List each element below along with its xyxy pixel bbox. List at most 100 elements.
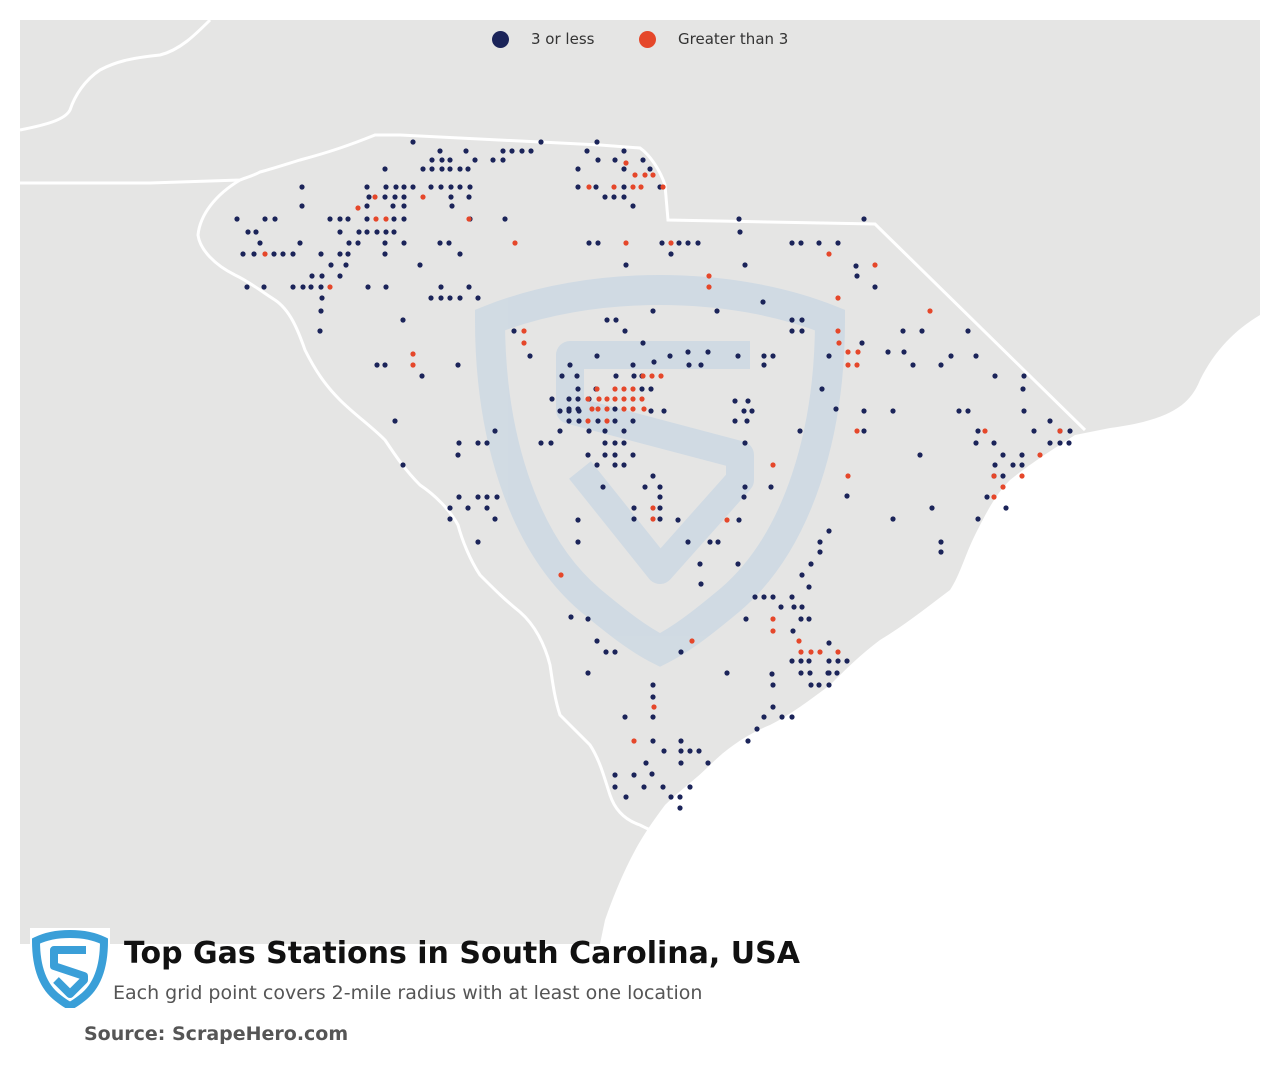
grid-point-low bbox=[705, 349, 711, 355]
grid-point-low bbox=[466, 194, 472, 200]
grid-point-low bbox=[732, 398, 738, 404]
grid-point-low bbox=[475, 440, 481, 446]
grid-point-low bbox=[742, 484, 748, 490]
grid-point-low bbox=[392, 194, 398, 200]
grid-point-low bbox=[575, 517, 581, 523]
grid-point-low bbox=[872, 284, 878, 290]
grid-point-low bbox=[676, 240, 682, 246]
grid-point-low bbox=[492, 516, 498, 522]
grid-point-low bbox=[696, 748, 702, 754]
grid-point-low bbox=[318, 284, 324, 290]
grid-point-low bbox=[657, 494, 663, 500]
grid-point-high bbox=[521, 328, 527, 334]
grid-point-low bbox=[456, 494, 462, 500]
grid-point-low bbox=[648, 408, 654, 414]
grid-point-high bbox=[630, 386, 636, 392]
grid-point-low bbox=[428, 295, 434, 301]
grid-point-low bbox=[280, 251, 286, 257]
legend-dot-high bbox=[639, 30, 656, 48]
grid-point-high bbox=[770, 628, 776, 634]
legend-dot-low bbox=[492, 30, 509, 48]
grid-point-low bbox=[948, 353, 954, 359]
grid-point-high bbox=[623, 240, 629, 246]
grid-point-high bbox=[630, 396, 636, 402]
grid-point-high bbox=[650, 172, 656, 178]
grid-point-high bbox=[611, 184, 617, 190]
grid-point-low bbox=[484, 505, 490, 511]
grid-point-low bbox=[648, 386, 654, 392]
grid-point-low bbox=[657, 516, 663, 522]
grid-point-low bbox=[742, 262, 748, 268]
grid-point-low bbox=[602, 428, 608, 434]
grid-point-low bbox=[760, 299, 766, 305]
grid-point-high bbox=[689, 638, 695, 644]
grid-point-low bbox=[640, 157, 646, 163]
grid-point-high bbox=[650, 516, 656, 522]
grid-point-low bbox=[799, 604, 805, 610]
grid-point-low bbox=[778, 604, 784, 610]
grid-point-low bbox=[650, 473, 656, 479]
grid-point-low bbox=[630, 362, 636, 368]
grid-point-low bbox=[789, 317, 795, 323]
grid-point-low bbox=[475, 494, 481, 500]
grid-point-high bbox=[817, 649, 823, 655]
grid-point-low bbox=[439, 166, 445, 172]
grid-point-high bbox=[373, 216, 379, 222]
grid-point-low bbox=[472, 157, 478, 163]
grid-point-high bbox=[991, 494, 997, 500]
grid-point-low bbox=[826, 640, 832, 646]
grid-point-low bbox=[678, 738, 684, 744]
grid-point-low bbox=[807, 670, 813, 676]
grid-point-high bbox=[770, 616, 776, 622]
grid-point-low bbox=[595, 240, 601, 246]
grid-point-low bbox=[919, 328, 925, 334]
grid-point-low bbox=[835, 658, 841, 664]
grid-point-low bbox=[707, 539, 713, 545]
grid-point-low bbox=[364, 229, 370, 235]
grid-point-low bbox=[613, 373, 619, 379]
grid-point-low bbox=[695, 240, 701, 246]
grid-point-low bbox=[975, 516, 981, 522]
grid-point-high bbox=[991, 473, 997, 479]
grid-point-high bbox=[558, 572, 564, 578]
grid-point-low bbox=[457, 251, 463, 257]
grid-point-high bbox=[642, 172, 648, 178]
grid-point-low bbox=[374, 362, 380, 368]
grid-point-high bbox=[410, 351, 416, 357]
grid-point-low bbox=[419, 373, 425, 379]
grid-point-low bbox=[467, 184, 473, 190]
grid-point-low bbox=[484, 440, 490, 446]
grid-point-low bbox=[456, 440, 462, 446]
grid-point-low bbox=[621, 148, 627, 154]
grid-point-low bbox=[575, 166, 581, 172]
grid-point-low bbox=[761, 594, 767, 600]
grid-point-low bbox=[612, 649, 618, 655]
source-label: Source: ScrapeHero.com bbox=[84, 1023, 349, 1045]
points-high-layer bbox=[262, 160, 1063, 744]
grid-point-low bbox=[687, 784, 693, 790]
grid-point-low bbox=[364, 216, 370, 222]
grid-point-low bbox=[585, 452, 591, 458]
grid-point-low bbox=[447, 505, 453, 511]
grid-point-low bbox=[391, 216, 397, 222]
grid-point-low bbox=[566, 418, 572, 424]
grid-point-high bbox=[262, 251, 268, 257]
grid-point-low bbox=[318, 251, 324, 257]
grid-point-high bbox=[604, 418, 610, 424]
grid-point-low bbox=[382, 362, 388, 368]
grid-point-low bbox=[621, 428, 627, 434]
grid-point-low bbox=[677, 805, 683, 811]
page-title: Top Gas Stations in South Carolina, USA bbox=[124, 936, 800, 971]
grid-point-low bbox=[631, 516, 637, 522]
grid-point-low bbox=[509, 148, 515, 154]
legend-item-low: 3 or less bbox=[492, 30, 594, 48]
grid-point-low bbox=[737, 229, 743, 235]
grid-point-high bbox=[466, 216, 472, 222]
grid-point-high bbox=[1000, 484, 1006, 490]
grid-point-low bbox=[595, 418, 601, 424]
grid-point-low bbox=[705, 760, 711, 766]
grid-point-low bbox=[528, 148, 534, 154]
grid-point-low bbox=[374, 229, 380, 235]
grid-point-low bbox=[566, 396, 572, 402]
grid-point-low bbox=[621, 194, 627, 200]
